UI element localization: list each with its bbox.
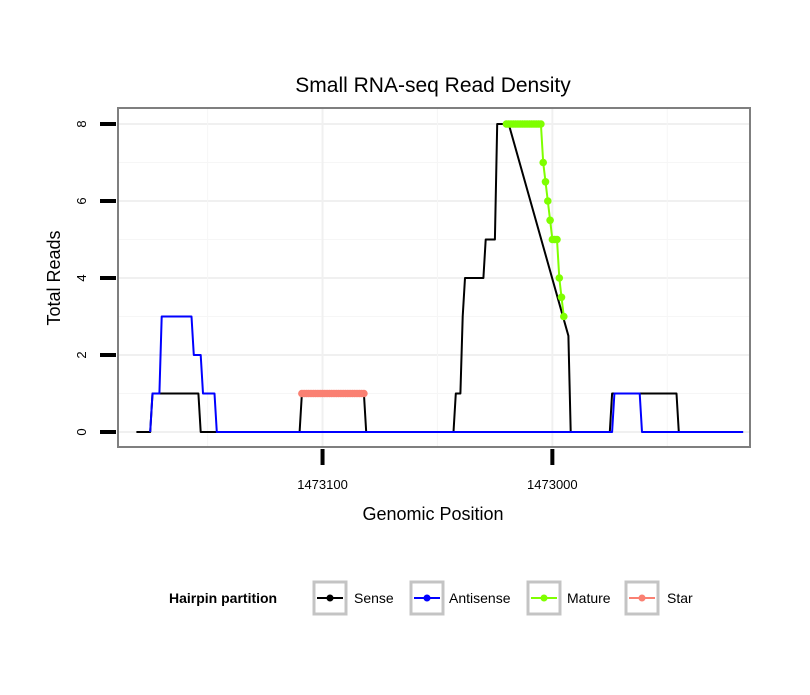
legend-label-mature: Mature: [567, 590, 611, 606]
data-point-mature: [553, 235, 561, 244]
legend: Hairpin partition Sense Antisense Mature St…: [169, 580, 693, 616]
legend-key-point: [540, 594, 548, 602]
plot-panel-border: [117, 107, 751, 448]
legend-label-star: Star: [667, 590, 693, 606]
y-tick-label: 6: [74, 197, 89, 204]
data-point-mature: [544, 197, 552, 205]
series-layer: [136, 120, 744, 433]
data-point-mature: [555, 274, 564, 282]
legend-key-point: [423, 594, 431, 602]
y-tick-label: 2: [74, 351, 89, 358]
x-tick-label: 1473100: [297, 477, 348, 492]
legend-key-point: [638, 594, 646, 602]
data-point-mature: [560, 312, 568, 321]
axes: 0 2 4 6 8 1473100 1473000: [74, 120, 578, 492]
y-tick-label: 4: [74, 274, 89, 281]
x-tick-label: 1473000: [527, 477, 578, 492]
series-line-antisense: [149, 315, 744, 433]
legend-title: Hairpin partition: [169, 590, 277, 606]
data-point-mature: [541, 178, 550, 186]
y-axis-label: Total Reads: [44, 230, 64, 325]
data-point-mature: [537, 120, 545, 128]
x-axis-label: Genomic Position: [362, 504, 503, 524]
series-line-sense: [136, 123, 744, 433]
y-tick-label: 8: [74, 120, 89, 127]
data-point-mature: [539, 158, 547, 167]
y-tick-label: 0: [74, 428, 89, 435]
legend-key-point: [326, 594, 334, 602]
grid-lines: [118, 108, 750, 447]
data-point-mature: [557, 293, 566, 302]
chart-title: Small RNA-seq Read Density: [295, 74, 571, 97]
data-point-star: [360, 389, 368, 398]
legend-label-antisense: Antisense: [449, 590, 511, 606]
data-point-mature: [546, 216, 554, 225]
legend-label-sense: Sense: [354, 590, 394, 606]
